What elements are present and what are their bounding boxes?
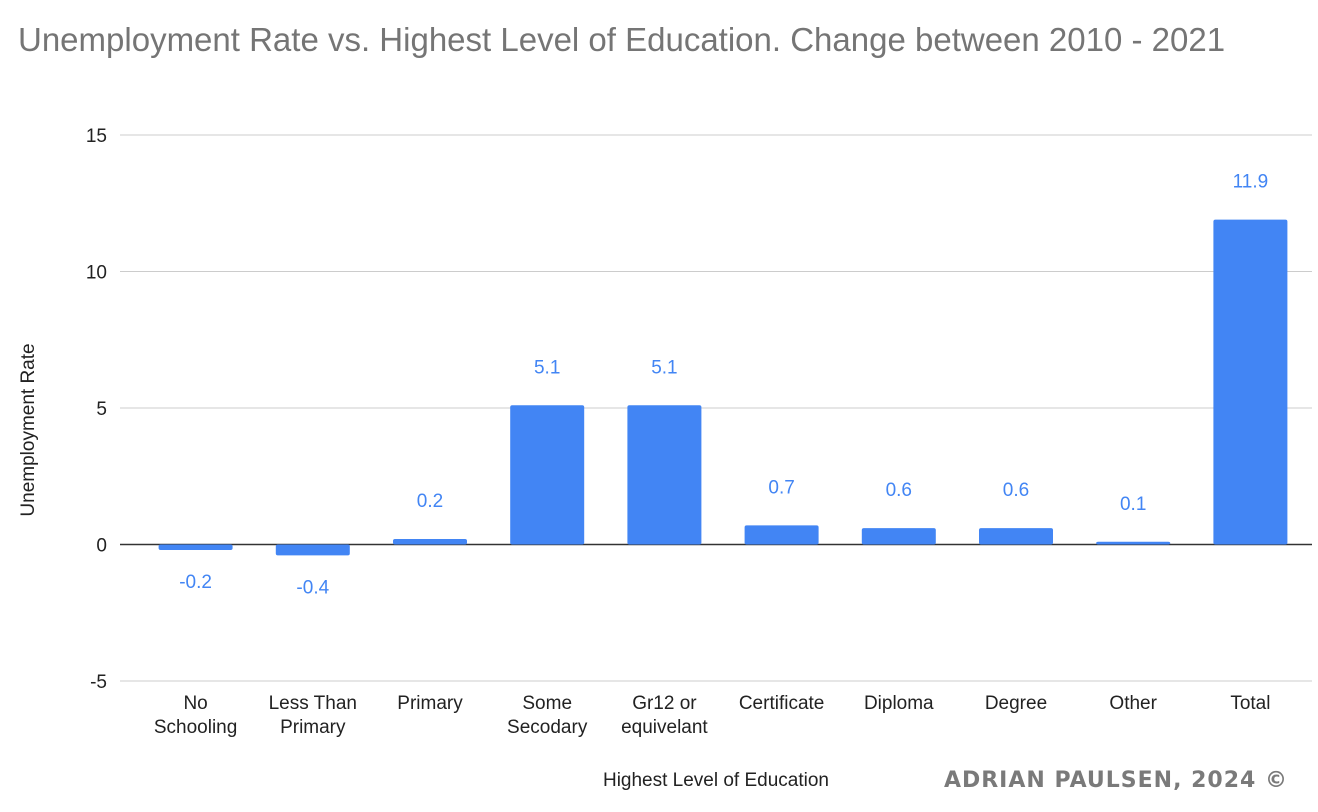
data-label: -0.2 <box>179 572 212 593</box>
category-label: Gr12 or <box>632 693 697 714</box>
bar <box>1213 219 1288 545</box>
copyright-watermark: ADRIAN PAULSEN, 2024 © <box>943 768 1288 793</box>
chart-title: Unemployment Rate vs. Highest Level of E… <box>18 21 1226 58</box>
category-label: Other <box>1109 693 1157 714</box>
category-label: Schooling <box>154 717 237 738</box>
bar <box>861 528 936 545</box>
category-label: Less Than <box>269 693 357 714</box>
bar <box>979 528 1053 545</box>
data-label: 0.2 <box>417 491 443 512</box>
category-label: Diploma <box>864 693 934 714</box>
bar <box>275 544 350 556</box>
y-tick-label: 5 <box>96 399 107 420</box>
y-tick-label: 0 <box>96 536 107 557</box>
bar <box>393 539 467 545</box>
category-label: Degree <box>985 693 1047 714</box>
data-label: 11.9 <box>1233 172 1269 193</box>
bar <box>1096 541 1171 545</box>
y-tick-label: 10 <box>86 263 107 284</box>
data-label: 0.1 <box>1120 494 1146 515</box>
bar <box>627 405 702 545</box>
y-axis-title: Unemployment Rate <box>18 343 39 516</box>
bar <box>158 544 233 550</box>
data-label: 0.6 <box>1003 480 1029 501</box>
category-label: Secodary <box>507 717 588 738</box>
category-label: equivelant <box>621 717 708 738</box>
category-label: Primary <box>397 693 463 714</box>
data-label: 5.1 <box>651 357 677 378</box>
bar <box>510 405 585 545</box>
category-label: No <box>183 693 207 714</box>
data-label: 5.1 <box>534 357 560 378</box>
data-label: 0.7 <box>768 477 794 498</box>
category-label: Primary <box>280 717 346 738</box>
y-tick-label: -5 <box>90 672 107 693</box>
category-label: Total <box>1230 693 1270 714</box>
category-label: Some <box>522 693 572 714</box>
data-label: 0.6 <box>886 480 912 501</box>
x-axis-title: Highest Level of Education <box>603 770 829 791</box>
category-label: Certificate <box>739 693 825 714</box>
data-label: -0.4 <box>296 577 329 598</box>
bar <box>744 525 819 545</box>
y-tick-label: 15 <box>86 126 107 147</box>
